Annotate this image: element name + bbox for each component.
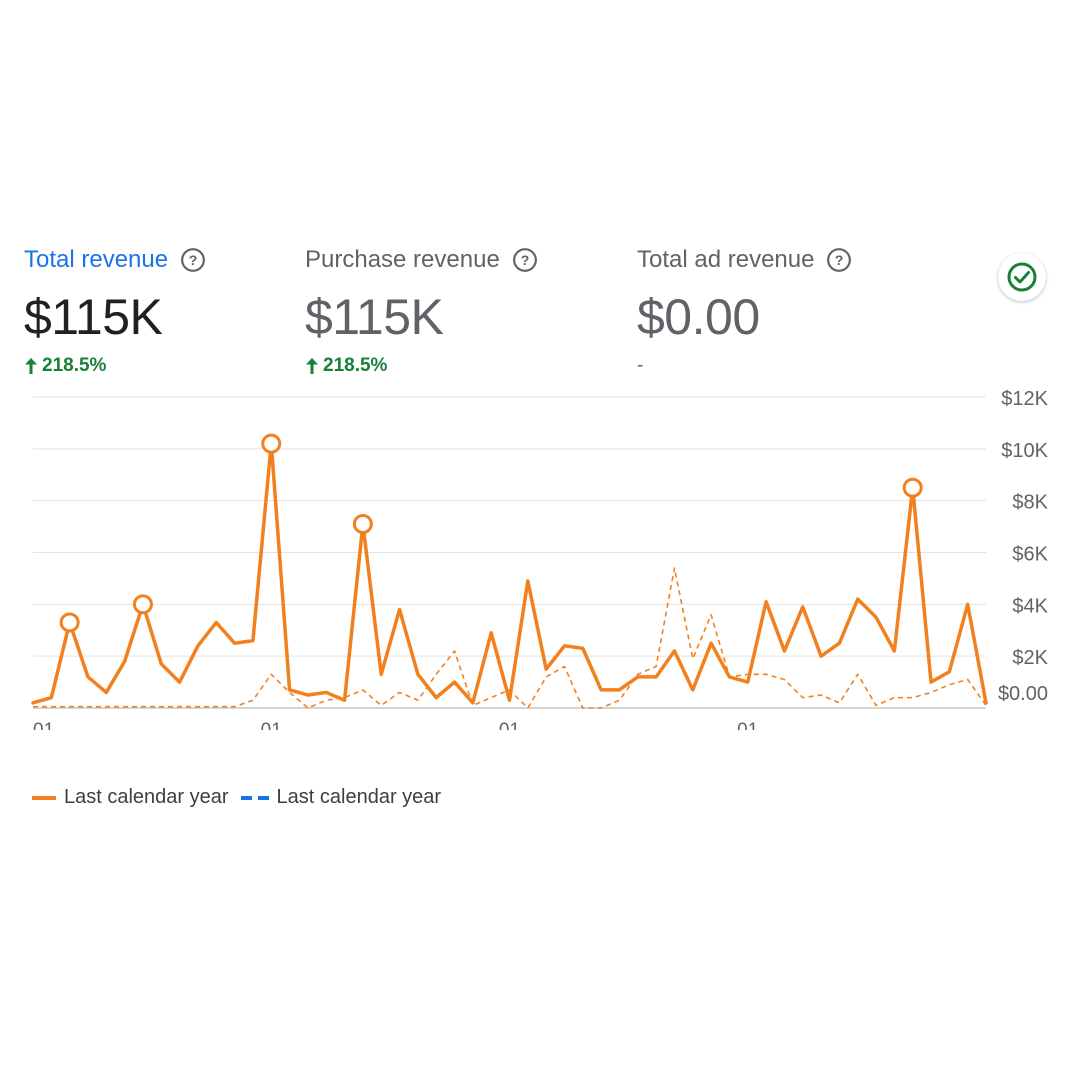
arrow-up-icon [306,358,318,374]
status-badge[interactable] [998,253,1046,301]
help-icon[interactable]: ? [826,247,852,273]
legend-label: Last calendar year [276,786,442,808]
legend-item-previous[interactable]: Last calendar year [240,786,442,809]
svg-text:?: ? [189,252,198,268]
y-tick-label: $4K [1012,595,1048,617]
metric-value: $115K [305,289,444,345]
x-tick-day: 01 [33,720,54,730]
metric-change: 218.5% [24,354,206,378]
arrow-up-icon [25,358,37,374]
anomaly-marker [59,612,80,633]
check-circle-icon [1007,262,1037,292]
anomaly-marker [352,513,373,534]
metric-total-ad-revenue[interactable]: Total ad revenue ? $0.00 - [637,246,852,378]
metric-title[interactable]: Purchase revenue [305,246,500,273]
x-tick-day: 01 [499,720,520,730]
metric-change-value: - [637,355,644,376]
metric-change: - [637,354,852,378]
svg-text:?: ? [835,252,844,268]
metric-value: $115K [24,289,163,345]
y-tick-label: $6K [1012,544,1048,566]
anomaly-marker [902,477,923,498]
y-tick-label: $2K [1012,647,1048,669]
revenue-line-chart[interactable]: $0.00$2K$4K$6K$8K$10K$12K01Jan01Apr01Jul… [0,380,1080,730]
metric-change: 218.5% [305,354,538,378]
help-icon[interactable]: ? [180,247,206,273]
series-line-current [31,441,988,705]
metric-change-value: 218.5% [323,355,388,376]
metric-change-value: 218.5% [42,355,107,376]
metric-value: $0.00 [637,289,760,345]
metric-title[interactable]: Total ad revenue [637,246,815,273]
x-tick-day: 01 [737,720,758,730]
metric-purchase-revenue[interactable]: Purchase revenue ? $115K 218.5% [305,246,538,378]
metric-title[interactable]: Total revenue [24,246,169,273]
svg-text:?: ? [520,252,529,268]
y-tick-label: $10K [1001,440,1048,462]
y-tick-label: $0.00 [998,683,1048,705]
y-tick-label: $12K [1001,388,1048,410]
help-icon[interactable]: ? [512,247,538,273]
legend-label: Last calendar year [64,786,229,808]
anomaly-marker [132,594,153,615]
legend-swatch-dashed [240,795,269,800]
anomaly-marker [261,433,282,454]
legend-swatch-solid [32,795,56,800]
metric-total-revenue[interactable]: Total revenue ? $115K 218.5% [24,246,206,378]
y-tick-label: $8K [1012,492,1048,514]
x-tick-day: 01 [261,720,282,730]
legend-item-current[interactable]: Last calendar year [32,786,229,809]
chart-legend: Last calendar year Last calendar year [32,786,453,809]
